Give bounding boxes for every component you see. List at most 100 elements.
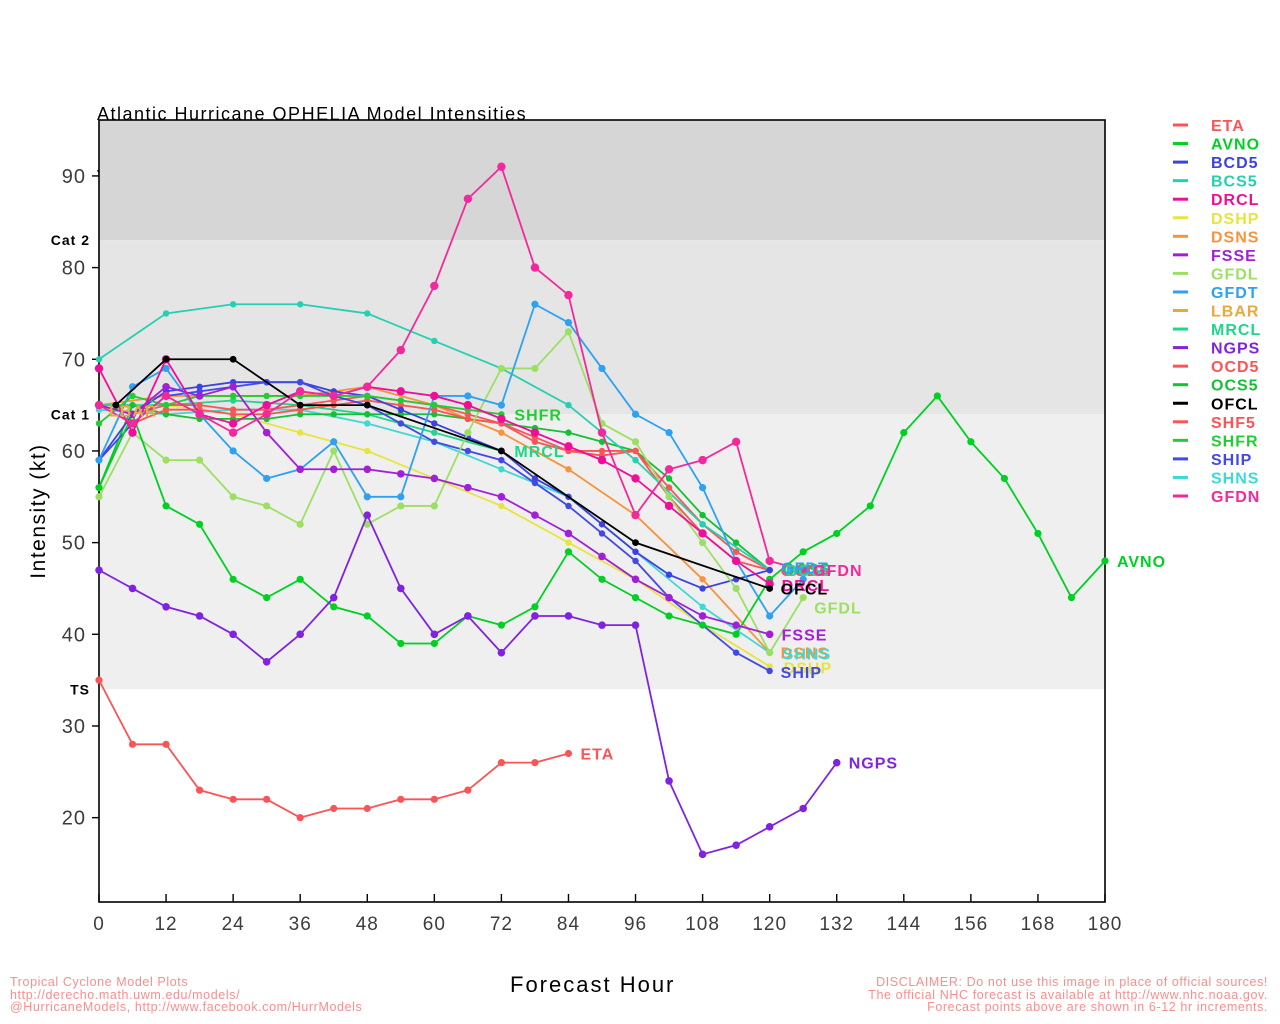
series-point-shf5	[431, 406, 438, 413]
series-point-mrcl	[229, 397, 237, 404]
series-point-ngps	[698, 850, 707, 859]
y-axis-title: Intensity (kt)	[27, 443, 50, 579]
series-point-fsse	[363, 465, 372, 474]
series-label-bcs5: BCS5	[786, 563, 833, 580]
series-point-drcl	[94, 364, 104, 373]
series-point-gfdl	[799, 594, 807, 602]
series-point-ship	[565, 502, 572, 510]
series-point-bcs5	[95, 356, 103, 363]
series-point-ngps	[296, 630, 305, 639]
series-point-gfdl	[95, 493, 103, 501]
series-point-gfdl	[263, 502, 271, 510]
series-point-avno	[732, 630, 740, 638]
series-point-fsse	[195, 392, 204, 400]
series-point-ocd5	[632, 447, 639, 455]
series-point-ocd5	[464, 411, 472, 418]
series-point-fsse	[464, 483, 472, 492]
series-point-bcd5	[397, 406, 404, 413]
series-point-fsse	[229, 382, 237, 391]
series-point-bcd5	[699, 585, 706, 592]
series-point-gfdl	[464, 429, 472, 437]
cat2-plus-band	[99, 120, 1105, 241]
series-point-ocd5	[665, 484, 673, 491]
series-point-gfdn	[195, 410, 204, 419]
series-point-drcl	[497, 414, 506, 424]
series-point-gfdn	[430, 281, 439, 291]
series-point-gfdn	[228, 428, 238, 437]
series-point-eta	[497, 759, 505, 767]
series-label-mrcl: MRCL	[514, 444, 564, 461]
series-point-ship	[598, 530, 606, 537]
cat1-band	[99, 240, 1105, 415]
series-point-gfdn	[128, 419, 137, 428]
series-point-eta	[296, 814, 304, 822]
series-point-ocs5	[598, 438, 606, 445]
series-point-bcd5	[665, 571, 673, 578]
series-point-ofcl	[229, 355, 237, 363]
series-point-gfdl	[665, 493, 673, 501]
series-point-avno	[967, 438, 975, 446]
legend-label-avno: AVNO	[1211, 137, 1260, 154]
series-point-gfdt	[95, 456, 103, 464]
x-tick-label: 72	[490, 914, 513, 935]
series-point-gfdn	[597, 428, 607, 437]
series-point-avno	[531, 603, 539, 611]
series-point-avno	[95, 484, 103, 492]
series-point-gfdl	[766, 649, 774, 657]
series-point-gfdn	[664, 465, 674, 474]
series-point-avno	[363, 612, 371, 620]
series-point-gfdn	[530, 263, 540, 272]
series-point-gfdn	[698, 455, 707, 465]
series-point-gfdt	[531, 300, 539, 308]
series-point-ocd5	[229, 406, 237, 413]
series-point-gfdt	[464, 392, 472, 400]
series-point-dshp	[565, 539, 572, 546]
series-point-ofcl	[162, 355, 170, 363]
legend-label-gfdt: GFDT	[1211, 285, 1259, 302]
series-point-shf5	[531, 438, 539, 445]
series-point-gfdn	[564, 290, 573, 300]
series-point-gfdn	[262, 410, 271, 419]
series-point-shfr	[431, 401, 438, 409]
series-point-avno	[1101, 557, 1109, 565]
series-point-eta	[95, 676, 103, 684]
series-point-ngps	[195, 612, 204, 620]
series-point-avno	[933, 392, 941, 400]
series-point-eta	[229, 795, 237, 803]
series-point-avno	[564, 548, 573, 556]
legend-label-shf5: SHF5	[1211, 415, 1256, 432]
series-point-fsse	[732, 621, 740, 629]
series-point-ocs5	[665, 475, 673, 482]
series-point-gfdn	[396, 345, 405, 355]
series-point-gfdt	[766, 612, 774, 620]
legend-label-shns: SHNS	[1211, 470, 1259, 487]
series-point-ngps	[95, 566, 103, 574]
series-point-shfr	[95, 420, 103, 427]
series-label-gfdn: GFDN	[813, 563, 862, 580]
y-tick-label: 60	[62, 441, 86, 463]
series-point-shfr	[263, 392, 270, 400]
y-tick-label: 30	[62, 716, 86, 738]
series-label-shfr: SHFR	[514, 407, 562, 424]
series-point-mrcl	[431, 429, 438, 436]
legend-label-ofcl: OFCL	[1211, 396, 1259, 413]
series-point-dshp	[364, 447, 371, 455]
series-point-shfr	[162, 401, 170, 409]
series-point-avno	[1067, 594, 1076, 602]
series-point-fsse	[329, 465, 338, 474]
series-point-fsse	[631, 575, 640, 584]
series-point-drcl	[698, 529, 707, 538]
series-point-shf5	[229, 411, 237, 418]
series-point-fsse	[430, 474, 439, 483]
x-tick-label: 144	[886, 914, 921, 935]
x-tick-label: 156	[954, 914, 989, 935]
legend-label-ngps: NGPS	[1211, 341, 1260, 358]
series-point-ship	[732, 649, 740, 656]
x-tick-label: 168	[1021, 914, 1056, 935]
series-point-dshp	[766, 663, 773, 670]
series-point-shfr	[397, 397, 404, 404]
series-point-eta	[531, 759, 539, 767]
legend-label-shfr: SHFR	[1211, 433, 1259, 450]
series-point-gfdt	[397, 493, 405, 501]
